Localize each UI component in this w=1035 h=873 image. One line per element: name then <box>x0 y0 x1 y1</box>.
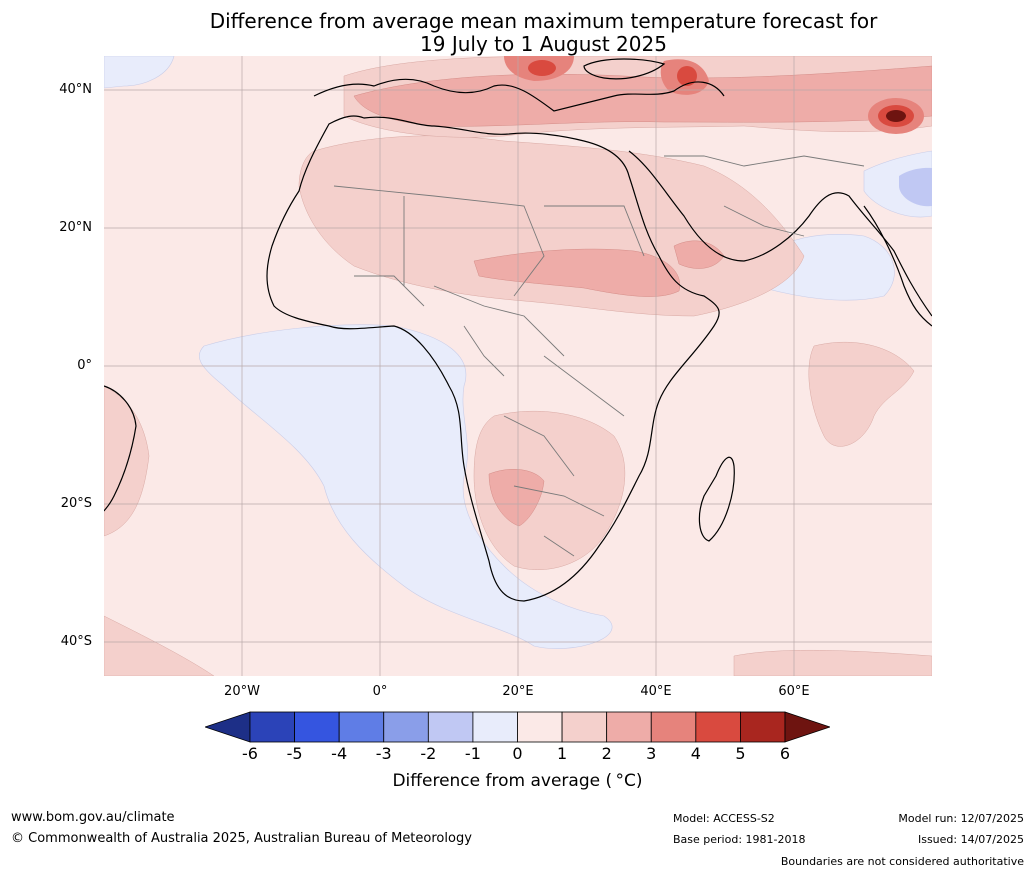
lat-label-40s: 40°S <box>60 634 92 649</box>
anomaly-region-negative-atlantic <box>199 324 613 649</box>
lon-label-20w: 20°W <box>224 684 260 699</box>
anomaly-region-2to3-sahel <box>473 248 681 297</box>
graticule <box>104 56 932 676</box>
anomaly-region-1to2-southeast <box>733 649 933 677</box>
anomaly-region-negative-northwest <box>103 55 175 89</box>
colorbar-segment <box>338 711 385 743</box>
colorbar-segment <box>517 711 563 743</box>
colorbar-tick-label: -4 <box>331 744 348 763</box>
coastline-europe <box>313 78 725 112</box>
colorbar-tick-label: 4 <box>690 744 701 763</box>
colorbar-tick-label: -6 <box>242 744 258 763</box>
colorbar-tick-label: -5 <box>286 744 303 763</box>
colorbar-segment <box>249 711 295 743</box>
anomaly-region-1to2-far-south <box>103 615 215 677</box>
colorbar-segment <box>383 711 429 743</box>
footer-disclaimer: Boundaries are not considered authoritat… <box>780 855 1024 868</box>
colorbar-arrow-high <box>784 711 830 743</box>
colorbar-segment <box>740 711 786 743</box>
map-title: Difference from average mean maximum tem… <box>0 10 1035 56</box>
anomaly-region-1to2-indian-ocean <box>808 341 915 447</box>
colorbar <box>205 711 830 743</box>
anomaly-region-4to5-caucasus <box>677 66 697 86</box>
colorbar-segment <box>561 711 608 743</box>
colorbar-segment <box>294 711 340 743</box>
coastline-black-sea <box>583 58 666 80</box>
colorbar-tick-label: 6 <box>779 744 791 763</box>
footer-base-period: Base period: 1981-2018 <box>673 833 806 846</box>
colorbar-arrow-low <box>205 711 251 743</box>
coastline-arabia <box>628 150 933 317</box>
footer-copyright: © Commonwealth of Australia 2025, Austra… <box>11 831 472 846</box>
coastline-india <box>863 205 933 327</box>
footer-url: www.bom.gov.au/climate <box>11 810 175 825</box>
forecast-map <box>103 55 933 677</box>
colorbar-segment <box>695 711 741 743</box>
coastline-africa <box>266 115 720 602</box>
colorbar-tick-label: 3 <box>646 744 657 763</box>
colorbar-segment <box>472 711 518 743</box>
lat-label-0: 0° <box>77 358 92 373</box>
footer-model: Model: ACCESS-S2 <box>673 812 775 825</box>
anomaly-region-1to2-southwest <box>103 385 150 537</box>
lon-label-20e: 20°E <box>502 684 534 699</box>
colorbar-label: Difference from average ( °C) <box>392 771 643 791</box>
colorbar-tick-label: -1 <box>464 744 481 763</box>
anomaly-region-1to2-southern-africa <box>473 410 626 570</box>
colorbar-segment <box>650 711 697 743</box>
title-line-1: Difference from average mean maximum tem… <box>209 9 878 33</box>
lat-label-20s: 20°S <box>60 496 92 511</box>
colorbar-tick-label: 0 <box>512 744 523 763</box>
anomaly-region-6plus-tibet <box>886 110 906 122</box>
coastline-south-america <box>103 385 137 512</box>
lat-label-40n: 40°N <box>59 82 92 97</box>
lat-label-20n: 20°N <box>59 220 92 235</box>
footer-model-run: Model run: 12/07/2025 <box>898 812 1024 825</box>
country-borders <box>333 155 865 557</box>
lon-label-60e: 60°E <box>778 684 810 699</box>
lon-label-40e: 40°E <box>640 684 672 699</box>
anomaly-region-2to3-namibia <box>488 469 545 527</box>
coastlines <box>103 58 933 602</box>
colorbar-segment <box>427 711 474 743</box>
colorbar-tick-label: 1 <box>556 744 568 763</box>
colorbar-segment <box>606 711 652 743</box>
colorbar-tick-label: 2 <box>601 744 612 763</box>
colorbar-tick-label: -2 <box>420 744 437 763</box>
title-line-2: 19 July to 1 August 2025 <box>420 32 667 56</box>
anomaly-region-negative-bay-core <box>899 167 932 207</box>
colorbar-tick-label: 5 <box>735 744 746 763</box>
anomaly-region-4to5-balkans <box>528 60 556 76</box>
footer-issued: Issued: 14/07/2025 <box>917 833 1024 846</box>
coastline-madagascar <box>698 456 735 542</box>
map-svg <box>103 55 933 677</box>
lon-label-0: 0° <box>372 684 388 699</box>
colorbar-tick-label: -3 <box>375 744 392 763</box>
